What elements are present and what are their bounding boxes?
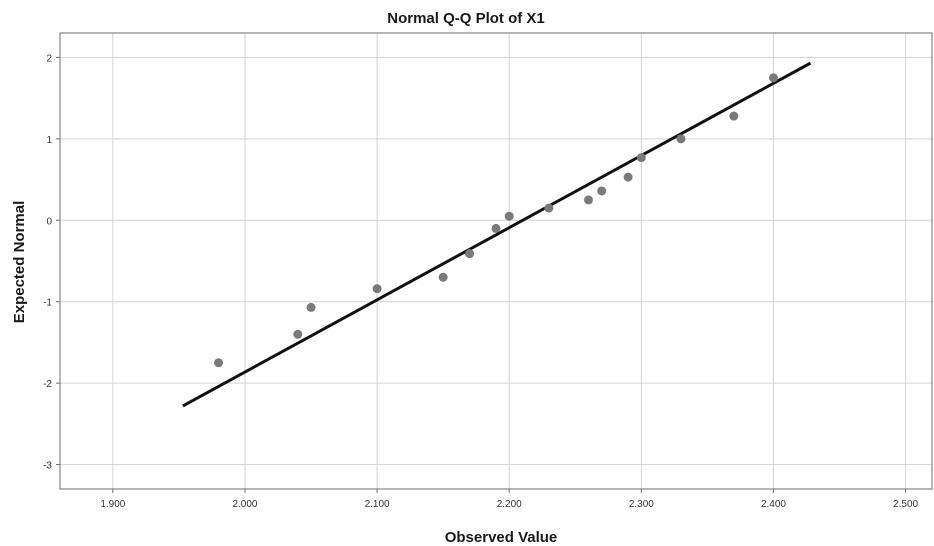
plot-frame	[59, 32, 933, 490]
x-axis-label: Observed Value	[445, 529, 558, 546]
gridlines	[60, 33, 932, 489]
data-point	[676, 134, 686, 144]
y-tick-label: 2	[46, 53, 52, 64]
y-tick-label: -3	[43, 461, 52, 472]
data-point	[372, 284, 382, 294]
data-point	[214, 358, 224, 368]
data-point	[636, 153, 646, 163]
x-axis-ticks: 1.900 2.000 2.100 2.200 2.300 2.400 2.500	[100, 489, 919, 510]
chart-title: Normal Q-Q Plot of X1	[387, 10, 545, 27]
y-tick-label: 1	[46, 135, 52, 146]
y-tick-label: 0	[46, 216, 52, 227]
x-tick-label: 2.200	[497, 499, 522, 510]
data-point	[597, 186, 607, 196]
y-axis-label: Expected Normal	[11, 201, 28, 324]
data-point	[438, 272, 448, 282]
data-points	[214, 73, 778, 368]
data-point	[583, 195, 593, 205]
data-point	[465, 249, 475, 259]
data-point	[504, 211, 514, 221]
data-point	[293, 329, 303, 339]
data-point	[768, 73, 778, 83]
data-point	[544, 203, 554, 213]
data-point	[306, 302, 316, 312]
reference-line	[182, 61, 812, 408]
y-tick-label: -1	[43, 298, 52, 309]
data-point	[623, 172, 633, 182]
x-tick-label: 2.300	[629, 499, 654, 510]
x-tick-label: 2.400	[761, 499, 786, 510]
y-tick-label: -2	[43, 379, 52, 390]
x-tick-label: 2.100	[365, 499, 390, 510]
data-point	[729, 111, 739, 121]
y-axis-ticks: -3 -2 -1 0 1 2	[43, 53, 60, 472]
data-point	[491, 223, 501, 233]
x-tick-label: 1.900	[100, 499, 125, 510]
x-tick-label: 2.000	[232, 499, 257, 510]
x-tick-label: 2.500	[893, 499, 918, 510]
